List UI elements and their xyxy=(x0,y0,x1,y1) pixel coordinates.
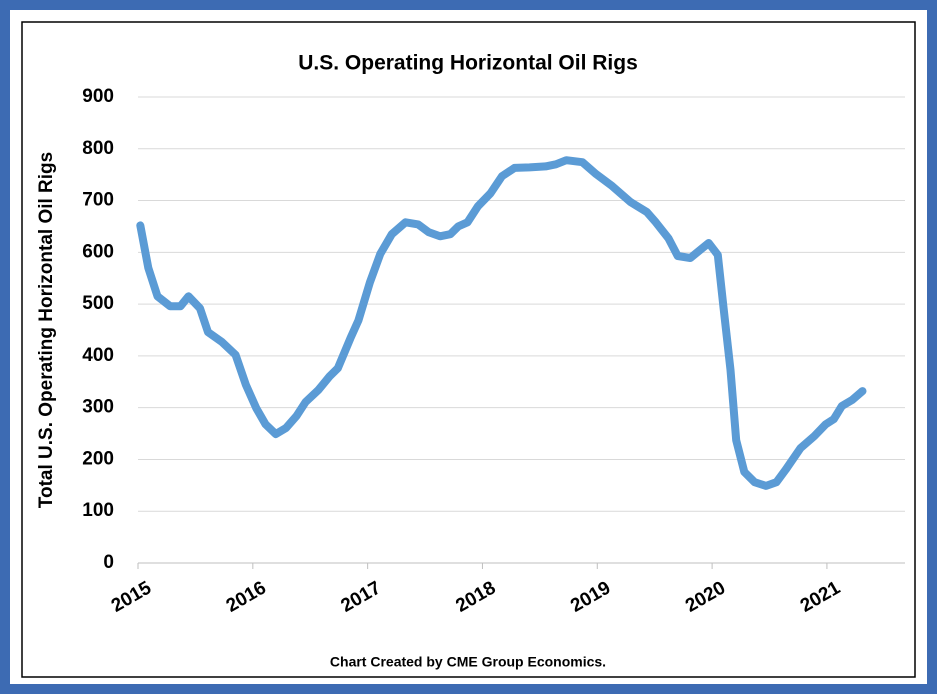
y-tick-label: 100 xyxy=(82,500,114,521)
data-line xyxy=(136,156,867,490)
y-tick-label: 900 xyxy=(82,86,114,107)
y-tick-label: 0 xyxy=(103,552,114,573)
y-tick-label: 400 xyxy=(82,345,114,366)
y-tick-label: 600 xyxy=(82,241,114,262)
y-tick-label: 700 xyxy=(82,190,114,211)
y-axis-label: Total U.S. Operating Horizontal Oil Rigs xyxy=(36,152,57,508)
y-tick-label: 200 xyxy=(82,448,114,469)
chart-title: U.S. Operating Horizontal Oil Rigs xyxy=(298,52,638,75)
y-tick-label: 500 xyxy=(82,293,114,314)
y-tick-label: 800 xyxy=(82,138,114,159)
y-tick-label: 300 xyxy=(82,397,114,418)
inner-frame xyxy=(21,21,916,678)
note: Chart Created by CME Group Economics. xyxy=(330,654,606,670)
